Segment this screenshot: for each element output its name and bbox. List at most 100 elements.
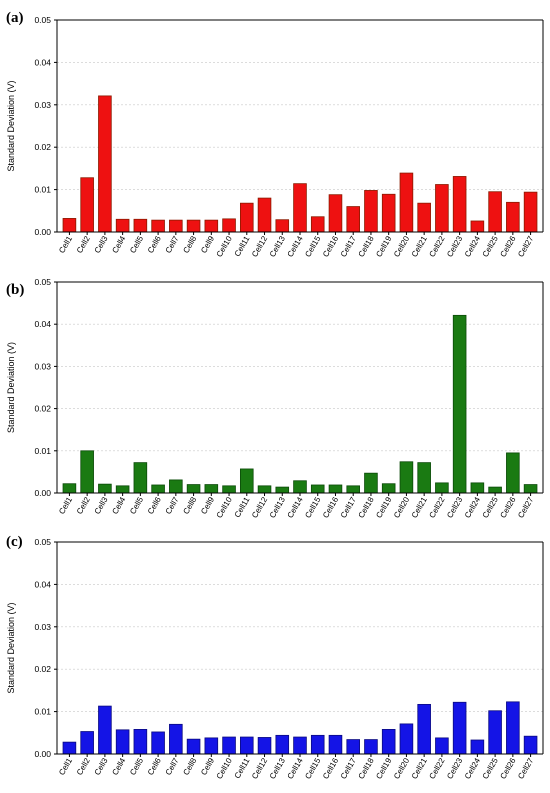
bar-cell25 (488, 710, 502, 755)
bar-cell16 (328, 734, 343, 755)
y-tick-label: 0.05 (34, 277, 51, 287)
y-tick-label: 0.02 (34, 664, 51, 674)
bar-cell18 (364, 472, 378, 494)
bar-cell27 (523, 484, 538, 494)
x-tick-label: Cell14 (286, 234, 305, 259)
bar-cell23 (452, 314, 467, 494)
x-tick-label: Cell9 (199, 495, 216, 516)
bar-cell14 (293, 736, 307, 755)
x-tick-label: Cell14 (286, 495, 305, 520)
x-tick-label: Cell13 (268, 756, 287, 781)
x-tick-label: Cell23 (445, 495, 464, 520)
bar-cell18 (364, 739, 378, 755)
x-tick-label: Cell5 (128, 234, 145, 255)
y-axis-label: Standard Deviation (V) (6, 342, 16, 433)
y-tick-label: 0.02 (34, 404, 51, 414)
x-tick-label: Cell2 (75, 495, 92, 516)
x-tick-label: Cell20 (392, 234, 411, 259)
x-tick-label: Cell16 (321, 756, 340, 781)
bar-cell18 (364, 190, 378, 233)
bar-cell8 (186, 484, 201, 494)
x-tick-label: Cell25 (481, 234, 500, 259)
bar-cell4 (115, 485, 130, 494)
bar-cell11 (239, 468, 254, 494)
x-tick-label: Cell18 (357, 495, 376, 520)
x-tick-label: Cell20 (392, 756, 411, 781)
y-tick-label: 0.02 (34, 142, 51, 152)
x-tick-label: Cell10 (215, 495, 234, 520)
bar-cell21 (417, 703, 431, 755)
bar-cell1 (62, 741, 77, 755)
x-tick-label: Cell20 (392, 495, 411, 520)
bar-cell25 (488, 191, 502, 233)
bar-cell26 (506, 452, 520, 494)
bar-cell2 (80, 731, 94, 755)
x-tick-label: Cell21 (410, 234, 429, 259)
bar-cell13 (275, 219, 290, 233)
bar-cell9 (204, 484, 219, 494)
y-tick-label: 0.01 (34, 446, 51, 456)
bar-cell9 (204, 737, 219, 755)
bar-cell21 (417, 462, 431, 494)
x-tick-label: Cell10 (215, 756, 234, 781)
bar-cell26 (506, 201, 520, 233)
x-tick-label: Cell26 (498, 495, 517, 520)
bar-cell6 (151, 731, 165, 755)
bar-cell7 (169, 219, 183, 233)
panel-letter: (a) (6, 10, 24, 26)
x-tick-label: Cell23 (445, 234, 464, 259)
x-tick-label: Cell1 (57, 234, 74, 255)
x-tick-label: Cell16 (321, 234, 340, 259)
bar-cell7 (169, 723, 183, 755)
y-tick-label: 0.04 (34, 579, 51, 589)
x-tick-label: Cell5 (128, 495, 145, 516)
bar-cell12 (257, 197, 272, 233)
x-tick-label: Cell12 (250, 495, 269, 520)
x-tick-label: Cell2 (75, 234, 92, 255)
x-tick-label: Cell19 (374, 495, 393, 520)
y-tick-label: 0.05 (34, 537, 51, 547)
bar-cell6 (151, 219, 165, 233)
bar-cell22 (435, 482, 449, 494)
x-tick-label: Cell4 (110, 495, 127, 516)
x-tick-label: Cell22 (427, 495, 446, 520)
bar-cell20 (399, 723, 414, 755)
x-tick-label: Cell15 (303, 495, 322, 520)
bar-cell19 (381, 483, 396, 494)
bar-cell15 (310, 484, 325, 494)
bar-cell23 (452, 176, 467, 233)
x-tick-label: Cell25 (481, 756, 500, 781)
x-tick-label: Cell19 (374, 234, 393, 259)
bar-cell4 (115, 729, 130, 755)
bar-cell15 (310, 734, 325, 755)
x-tick-label: Cell26 (498, 234, 517, 259)
x-tick-label: Cell1 (57, 495, 74, 516)
x-tick-label: Cell4 (110, 756, 127, 777)
bar-cell16 (328, 194, 343, 233)
x-tick-label: Cell9 (199, 756, 216, 777)
bar-cell27 (523, 191, 538, 233)
y-tick-label: 0.03 (34, 622, 51, 632)
x-tick-label: Cell17 (339, 495, 358, 520)
x-tick-label: Cell3 (93, 495, 110, 516)
bar-cell19 (381, 193, 396, 233)
bar-cell17 (346, 485, 360, 494)
x-tick-label: Cell26 (498, 756, 517, 781)
x-tick-label: Cell12 (250, 234, 269, 259)
x-tick-label: Cell17 (339, 756, 358, 781)
bar-cell23 (452, 701, 467, 755)
x-tick-label: Cell7 (164, 756, 181, 777)
x-tick-label: Cell21 (410, 756, 429, 781)
bar-cell12 (257, 737, 272, 755)
bar-cell7 (169, 479, 183, 494)
x-tick-label: Cell7 (164, 234, 181, 255)
bar-cell2 (80, 177, 94, 233)
bar-cell4 (115, 218, 130, 233)
y-tick-label: 0.05 (34, 15, 51, 25)
bar-cell6 (151, 484, 165, 494)
bar-cell22 (435, 184, 449, 233)
x-tick-label: Cell8 (181, 756, 198, 777)
bar-cell14 (293, 183, 307, 233)
bar-cell20 (399, 172, 414, 233)
